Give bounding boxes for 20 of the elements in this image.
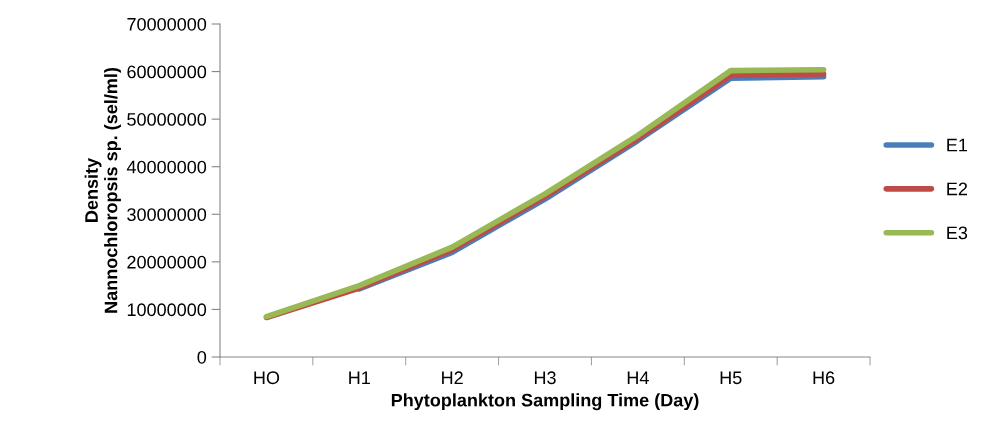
x-tick-label: H4: [627, 371, 649, 384]
x-tick-label: HO: [254, 371, 280, 385]
x-axis-title: Phytoplankton Sampling Time (Day): [391, 393, 699, 411]
x-tick-label: H6: [813, 371, 835, 385]
y-tick-label: 0: [197, 350, 207, 364]
y-tick-label: 40000000: [126, 160, 207, 174]
y-tick-label: 70000000: [127, 17, 207, 31]
x-tick-label: H2: [442, 371, 463, 384]
y-tick-label: 20000000: [127, 255, 207, 269]
x-tick-label: H3: [534, 371, 556, 385]
legend-label: E3: [947, 226, 968, 240]
x-tick-label: H5: [720, 371, 742, 385]
y-tick-label: 60000000: [127, 65, 207, 79]
legend-label: E1: [947, 138, 968, 152]
y-axis-title: Density Nannochloropsis sp. (sel/ml): [84, 67, 121, 313]
y-tick-label: 30000000: [127, 208, 207, 222]
y-tick-label: 10000000: [127, 303, 207, 317]
x-tick-label: H1: [349, 371, 370, 384]
legend-label: E2: [947, 182, 968, 196]
y-tick-label: 50000000: [127, 113, 207, 126]
